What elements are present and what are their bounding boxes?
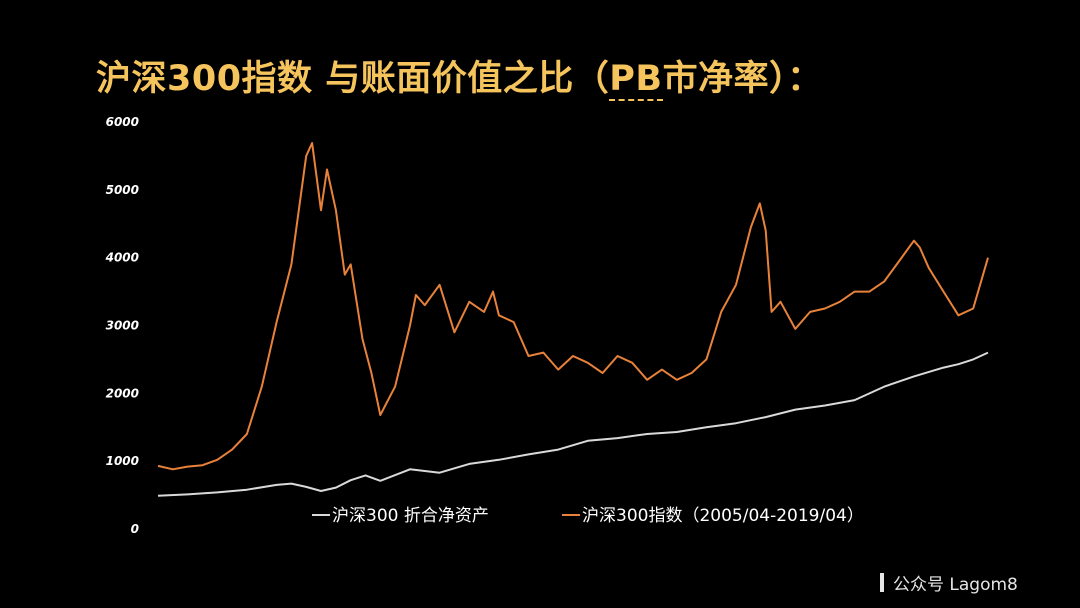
- title-main: 沪深300指数 与账面价值之比（: [96, 59, 610, 99]
- series-line-index: [157, 142, 989, 471]
- plot-area: [157, 142, 989, 497]
- title-pb: PB: [609, 59, 663, 101]
- legend-label: 沪深300 折合净资产: [332, 506, 489, 526]
- watermark-bar: [880, 573, 884, 592]
- y-tick-label: 4000: [105, 251, 139, 265]
- title-tail: 市净率）：: [662, 59, 823, 99]
- y-tick-label: 5000: [106, 183, 139, 197]
- page-title: 沪深300指数 与账面价值之比（PB市净率）：: [96, 50, 823, 101]
- legend-label: 沪深300指数（2005/04-2019/04）: [582, 506, 864, 526]
- watermark-text: 公众号 Lagom8: [893, 575, 1018, 595]
- y-tick-label: 2000: [106, 386, 139, 400]
- y-axis: 6000 5000 4000 3000 2000 1000 0: [105, 115, 139, 536]
- y-tick-label: 0: [131, 522, 139, 536]
- y-tick-label: 6000: [106, 115, 139, 129]
- legend: 沪深300 折合净资产 沪深300指数（2005/04-2019/04）: [312, 506, 864, 526]
- y-tick-label: 3000: [106, 319, 139, 333]
- series-line-net-assets: [157, 351, 989, 497]
- watermark: 公众号 Lagom8: [880, 570, 1018, 595]
- y-tick-label: 1000: [106, 454, 139, 468]
